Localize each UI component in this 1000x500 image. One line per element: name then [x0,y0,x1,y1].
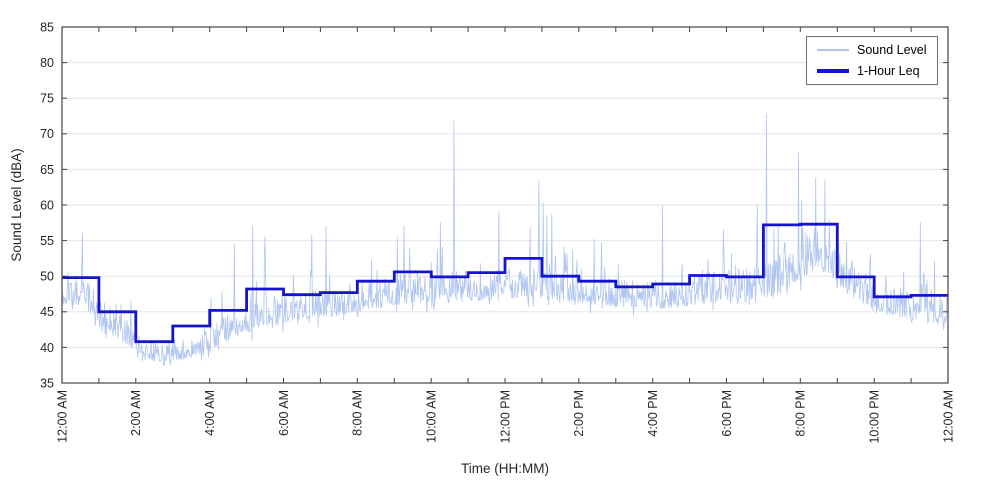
x-tick-label: 4:00 AM [203,390,217,436]
y-tick-label: 65 [40,163,54,177]
y-tick-label: 35 [40,376,54,390]
y-tick-label: 80 [40,56,54,70]
y-tick-label: 40 [40,341,54,355]
y-tick-label: 85 [40,20,54,34]
x-tick-label: 2:00 PM [572,390,586,437]
y-tick-label: 70 [40,127,54,141]
legend-item-leq: 1-Hour Leq [817,63,930,79]
legend-label-leq: 1-Hour Leq [857,64,920,78]
legend-line-sample-sound-level [817,49,849,51]
y-tick-label: 55 [40,234,54,248]
x-tick-label: 12:00 PM [498,390,512,444]
y-tick-label: 60 [40,198,54,212]
x-axis-label: Time (HH:MM) [461,461,549,476]
x-tick-label: 8:00 AM [351,390,365,436]
x-tick-label: 6:00 PM [720,390,734,437]
legend-item-sound-level: Sound Level [817,42,930,58]
x-tick-label: 12:00 AM [941,390,955,443]
legend-line-sample-leq [817,69,849,73]
x-tick-label: 8:00 PM [794,390,808,437]
legend-label-sound-level: Sound Level [857,43,927,57]
sound-level-line [61,113,949,367]
y-tick-label: 75 [40,92,54,106]
legend: Sound Level 1-Hour Leq [806,36,938,85]
x-tick-label: 2:00 AM [129,390,143,436]
y-axis-label: Sound Level (dBA) [9,148,24,262]
x-tick-label: 10:00 PM [868,390,882,444]
x-tick-label: 10:00 AM [425,390,439,443]
x-tick-label: 6:00 AM [277,390,291,436]
y-tick-label: 45 [40,305,54,319]
x-tick-label: 12:00 AM [55,390,69,443]
leq-step-line [62,222,948,344]
y-tick-label: 50 [40,270,54,284]
x-tick-label: 4:00 PM [646,390,660,437]
